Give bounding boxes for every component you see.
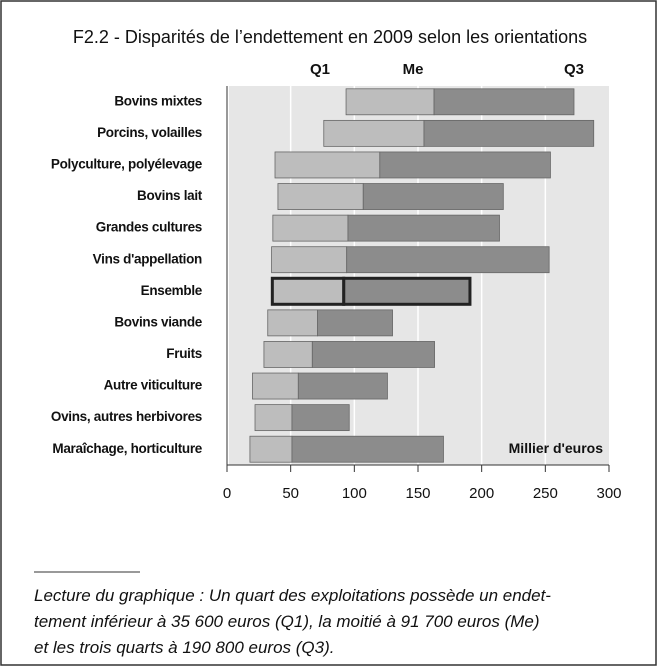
y-tick-label: Bovins viande	[114, 314, 202, 329]
bar-segment	[317, 309, 393, 337]
y-tick-label: Fruits	[166, 346, 202, 361]
bar-segment	[346, 246, 550, 274]
bar-segment	[271, 246, 348, 274]
bar-segment	[433, 88, 575, 116]
x-tick-label: 250	[533, 485, 558, 502]
bar-segment	[272, 214, 349, 242]
note-line: et les trois quarts à 190 800 euros (Q3)…	[34, 638, 335, 657]
y-tick-label: Ensemble	[141, 283, 203, 298]
bar-segment	[291, 435, 444, 463]
x-tick-label: 100	[342, 485, 367, 502]
y-tick-label: Polyculture, polyélevage	[51, 157, 203, 172]
bar-segment	[252, 372, 299, 400]
chart-title: F2.2 - Disparités de l’endettement en 20…	[73, 27, 587, 47]
bar-segment	[274, 151, 381, 179]
y-tick-label: Maraîchage, horticulture	[52, 441, 202, 456]
x-tick-label: 50	[282, 485, 299, 502]
x-tick-label: 300	[596, 485, 621, 502]
y-tick-label: Autre viticulture	[104, 378, 203, 393]
bar-segment	[323, 119, 425, 147]
y-tick-label: Grandes cultures	[96, 220, 202, 235]
note-line: Lecture du graphique : Un quart des expl…	[34, 586, 551, 605]
bar-segment	[270, 276, 346, 306]
y-tick-label: Bovins mixtes	[114, 93, 202, 108]
bar-segment	[379, 151, 551, 179]
note: Lecture du graphique : Un quart des expl…	[34, 583, 649, 661]
bar-segment	[249, 435, 293, 463]
y-tick-label: Bovins lait	[137, 188, 203, 203]
x-tick-label: 200	[469, 485, 494, 502]
bar-segment	[263, 341, 313, 368]
y-tick-label: Vins d'appellation	[93, 251, 202, 266]
x-tick-label: 0	[223, 485, 231, 502]
bar-segment	[362, 183, 504, 210]
bar-segment	[345, 88, 435, 116]
note-line: tement inférieur à 35 600 euros (Q1), la…	[34, 612, 540, 631]
axis-label: Millier d'euros	[509, 440, 604, 456]
bar-segment	[311, 341, 435, 368]
bar-segment	[254, 404, 293, 432]
bar-segment	[342, 276, 472, 306]
bar-segment	[277, 183, 364, 210]
x-tick-label: 150	[405, 485, 430, 502]
legend-label: Me	[403, 61, 424, 78]
y-tick-label: Ovins, autres herbivores	[51, 409, 202, 424]
bar-segment	[297, 372, 388, 400]
bar-segment	[347, 214, 500, 242]
bar-segment	[423, 119, 595, 147]
legend-label: Q1	[310, 61, 330, 78]
legend-label: Q3	[564, 61, 584, 78]
y-tick-label: Porcins, volailles	[97, 125, 202, 140]
bar-segment	[267, 309, 318, 337]
bar-segment	[291, 404, 350, 432]
